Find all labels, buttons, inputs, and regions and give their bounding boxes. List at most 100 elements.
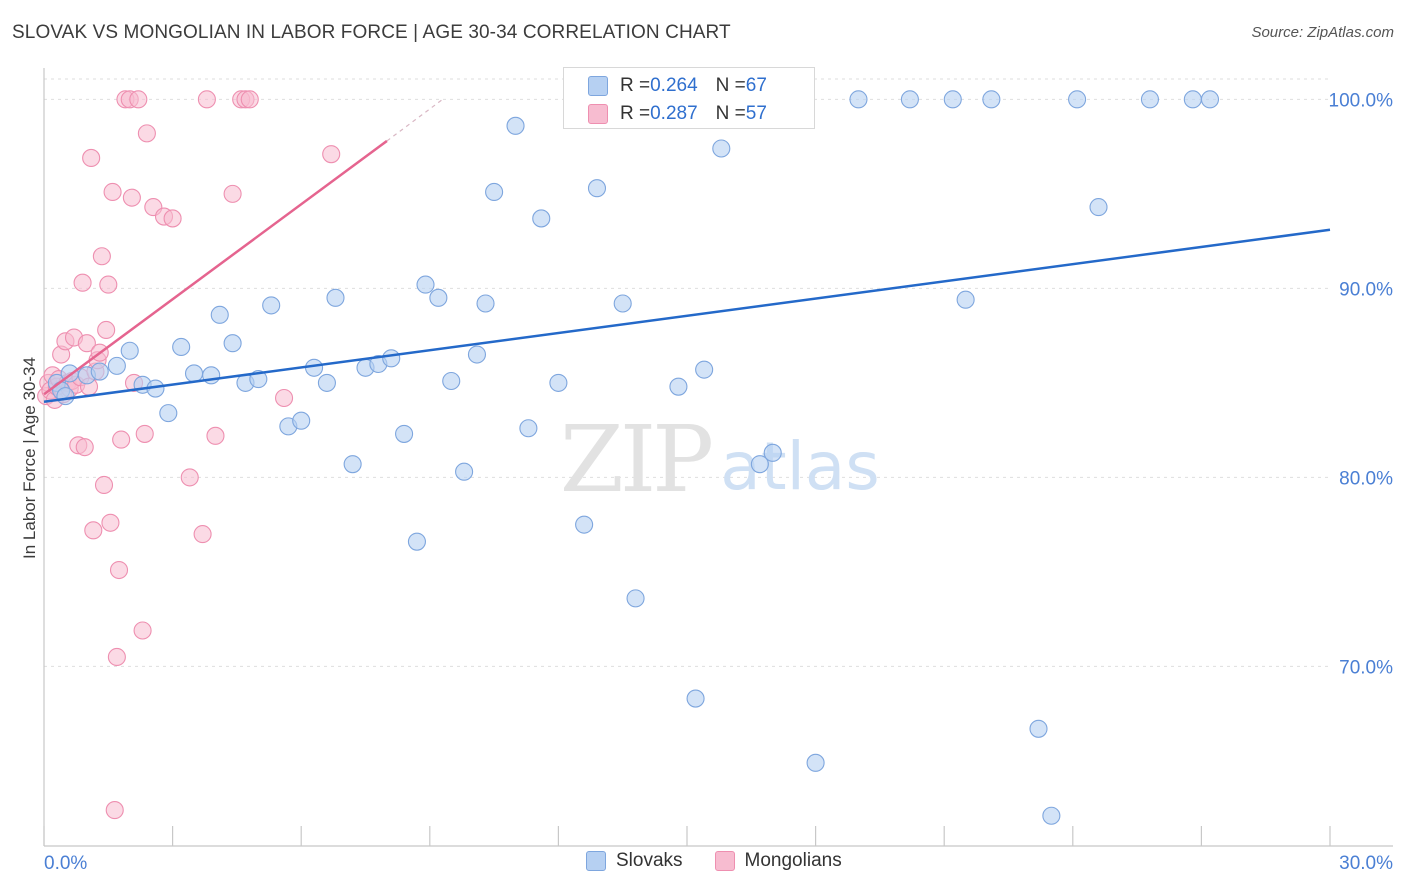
slovak-point (120, 341, 139, 360)
slovak-point (587, 179, 607, 198)
slovaks-n-label: N = (715, 75, 746, 96)
legend-item-slovaks[interactable]: Slovaks (586, 850, 683, 872)
slovak-point (407, 532, 426, 551)
mongolians-legend-swatch (714, 851, 735, 871)
slovaks-n-value: 67 (745, 75, 767, 96)
mongolians-trend-line (43, 139, 388, 396)
mongolian-point (84, 521, 103, 540)
mongolian-point (112, 430, 131, 449)
slovak-point (485, 182, 504, 202)
mongolian-point (73, 273, 92, 292)
slovak-point (506, 116, 525, 135)
watermark-atlas: atlas (720, 428, 880, 505)
x-tick-label-min: 0.0% (44, 853, 87, 874)
mongolian-point (107, 647, 126, 667)
source-label: Source: ZipAtlas.com (1251, 24, 1394, 41)
slovak-point (1140, 90, 1160, 109)
mongolian-point (163, 209, 182, 228)
slovaks-legend-label: Slovaks (616, 850, 683, 871)
gridlines (44, 78, 1330, 667)
slovaks-r-label: R = (620, 75, 651, 96)
y-tick-label: 70.0% (1339, 657, 1393, 678)
slovak-point (395, 424, 414, 443)
x-tick-label-max: 30.0% (1339, 853, 1393, 874)
slovak-point (695, 360, 714, 379)
mongolians-n-label: N = (715, 103, 746, 124)
slovak-point (549, 373, 568, 392)
slovak-point (56, 387, 75, 406)
slovak-point (750, 455, 769, 474)
slovaks-swatch (588, 76, 608, 96)
legend-row-slovaks: R = 0.264 N = 67 (588, 75, 767, 97)
mongolian-point (92, 247, 111, 266)
trend-lines (43, 98, 1331, 404)
mongolian-point (94, 475, 114, 495)
slovak-point (455, 462, 474, 481)
slovak-point (626, 589, 645, 608)
mongolians-r-label: R = (620, 103, 651, 124)
mongolian-point (133, 621, 152, 640)
slovak-point (382, 349, 401, 368)
mongolian-point (77, 334, 96, 353)
mongolian-point (240, 90, 259, 109)
slovak-point (159, 404, 178, 423)
mongolian-point (135, 424, 154, 443)
mongolians-n-value: 57 (745, 103, 767, 124)
mongolian-point (180, 468, 199, 487)
mongolians-r-value: 0.287 (650, 103, 698, 124)
slovak-point (107, 356, 126, 375)
slovak-point (1200, 90, 1220, 109)
legend-item-mongolians[interactable]: Mongolians (714, 850, 842, 872)
slovak-point (763, 443, 782, 462)
slovaks-legend-swatch (586, 851, 606, 871)
slovak-point (172, 337, 191, 357)
slovak-point (467, 345, 487, 364)
mongolian-point (105, 801, 124, 820)
axes (43, 68, 1393, 847)
mongolian-point (97, 320, 116, 340)
mongolian-point (197, 90, 216, 109)
watermark: ZIP atlas (560, 406, 880, 513)
mongolian-point (223, 184, 242, 203)
slovak-point (305, 358, 324, 377)
mongolian-point (206, 426, 225, 445)
mongolians-swatch (588, 104, 608, 124)
slovak-point (184, 364, 204, 383)
mongolian-point (193, 525, 212, 544)
correlation-legend: R = 0.264 N = 67 R = 0.287 N = 57 (563, 67, 815, 129)
watermark-zip: ZIP (560, 406, 711, 513)
slovak-point (90, 362, 109, 381)
slovak-point (943, 90, 962, 109)
slovak-point (1068, 90, 1087, 109)
slovak-point (575, 515, 594, 534)
series-legend: Slovaks Mongolians (586, 850, 874, 872)
mongolian-point (103, 182, 122, 202)
mongolians-trend-extension (386, 98, 444, 142)
slovaks-trend-line (43, 228, 1331, 404)
slovak-point (210, 305, 229, 324)
mongolian-point (101, 513, 120, 532)
slovak-point (686, 689, 705, 708)
slovak-point (1089, 198, 1108, 217)
mongolian-point (322, 145, 341, 164)
slovak-point (476, 294, 495, 313)
mongolian-point (109, 560, 129, 580)
slovak-point (1042, 806, 1061, 825)
slovak-point (343, 455, 362, 474)
legend-row-mongolians: R = 0.287 N = 57 (588, 103, 767, 125)
slovak-point (429, 288, 448, 307)
mongolian-point (137, 124, 156, 143)
slovak-point (326, 288, 345, 307)
slovak-point (956, 290, 975, 309)
slovak-point (1183, 90, 1202, 109)
y-tick-label: 90.0% (1339, 279, 1393, 300)
mongolian-point (99, 275, 118, 294)
mongolian-point (82, 148, 101, 168)
chart-title: SLOVAK VS MONGOLIAN IN LABOR FORCE | AGE… (12, 22, 731, 43)
mongolian-point (122, 188, 141, 207)
slovak-point (669, 377, 688, 396)
slovaks-r-value: 0.264 (650, 75, 698, 96)
slovak-point (806, 753, 825, 772)
mongolians-series (37, 90, 341, 820)
